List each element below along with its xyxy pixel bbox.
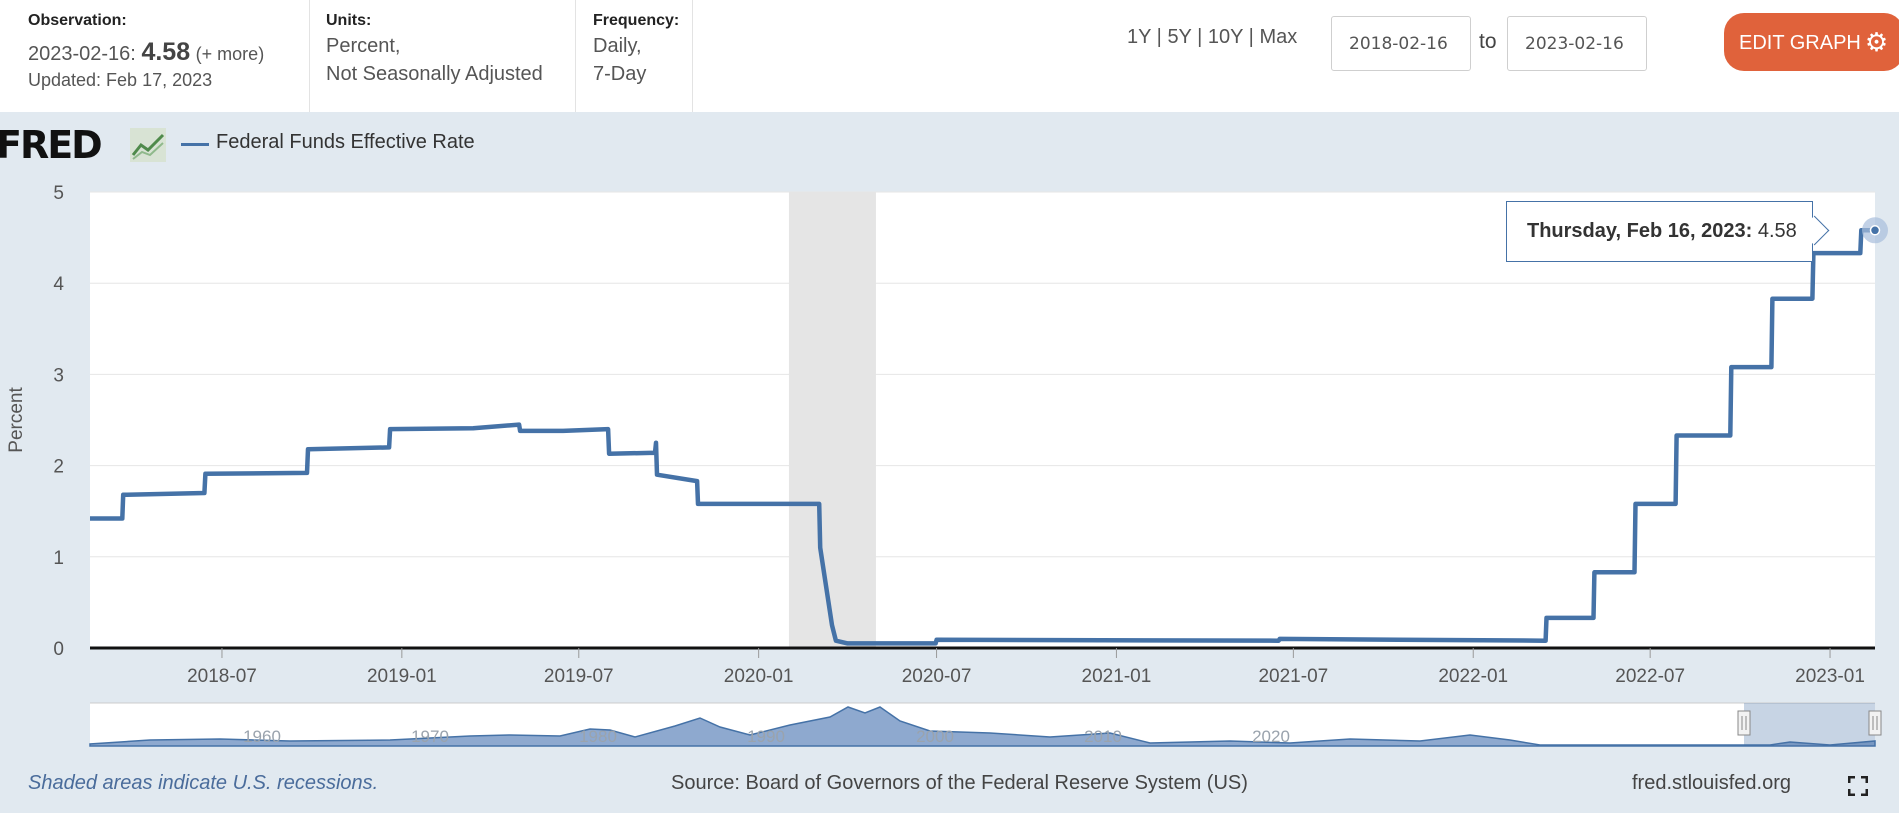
range-1y-link[interactable]: 1Y — [1127, 26, 1152, 48]
range-separator: | — [1197, 26, 1203, 48]
gear-icon: ⚙ — [1864, 27, 1889, 57]
y-tick-label: 2 — [53, 457, 64, 478]
legend-series-label: Federal Funds Effective Rate — [216, 131, 475, 153]
units-heading: Units: — [326, 12, 372, 29]
navigator-label: 1990 — [747, 727, 785, 746]
navigator[interactable]: 1960 1970 1980 1990 2000 2010 2020 — [89, 702, 1882, 747]
navigator-label: 2020 — [1252, 727, 1290, 746]
navigator-handle[interactable] — [1868, 710, 1882, 736]
x-tick-label: 2023-01 — [1795, 666, 1865, 687]
to-label: to — [1479, 30, 1497, 53]
units-panel: Units: Percent, Not Seasonally Adjusted — [310, 0, 576, 112]
source-note: Source: Board of Governors of the Federa… — [671, 772, 1248, 794]
units-line2: Not Seasonally Adjusted — [326, 63, 543, 85]
range-separator: | — [1248, 26, 1254, 48]
navigator-handle[interactable] — [1737, 710, 1751, 736]
observation-line: 2023-02-16: 4.58 (+ more) — [28, 38, 264, 67]
y-axis-label: Percent — [6, 387, 27, 453]
fred-logo[interactable]: FRED — [0, 123, 103, 167]
observation-heading: Observation: — [28, 12, 127, 29]
tooltip: Thursday, Feb 16, 2023: 4.58 — [1506, 201, 1830, 262]
grid-lines — [90, 191, 1875, 558]
navigator-label: 1980 — [579, 727, 617, 746]
y-tick-label: 3 — [53, 365, 64, 386]
range-5y-link[interactable]: 5Y — [1167, 26, 1192, 48]
x-axis: 2018-07 2019-01 2019-07 2020-01 2020-07 2021-… — [187, 648, 1865, 687]
x-tick-label: 2020-07 — [902, 666, 972, 687]
navigator-label: 1970 — [411, 727, 449, 746]
plot-background — [90, 192, 1875, 648]
observation-panel: Observation: 2023-02-16: 4.58 (+ more) U… — [0, 0, 310, 112]
more-link[interactable]: (+ more) — [195, 44, 265, 64]
navigator-area — [89, 706, 1876, 747]
y-axis: 0 1 2 3 4 5 — [53, 183, 1875, 660]
frequency-line2: 7-Day — [593, 63, 647, 85]
x-tick-label: 2019-01 — [367, 666, 437, 687]
recession-layer — [788, 192, 876, 648]
x-tick-label: 2021-01 — [1082, 666, 1152, 687]
range-links: 1Y | 5Y | 10Y | Max — [1127, 26, 1297, 49]
navigator-selection[interactable] — [1744, 703, 1875, 746]
x-tick-label: 2022-07 — [1615, 666, 1685, 687]
edit-graph-button[interactable]: EDIT GRAPH ⚙ — [1724, 13, 1899, 71]
start-date-input[interactable]: 2018-02-16 — [1331, 16, 1471, 71]
legend-series-swatch — [181, 143, 209, 146]
tooltip-date: Thursday, Feb 16, 2023: — [1527, 220, 1753, 242]
navigator-label: 2010 — [1084, 727, 1122, 746]
frequency-heading: Frequency: — [593, 12, 680, 29]
fullscreen-icon[interactable] — [1848, 776, 1868, 796]
plot-area — [90, 192, 1875, 648]
y-tick-label: 5 — [53, 183, 64, 204]
hover-point — [1869, 225, 1881, 236]
range-separator: | — [1156, 26, 1162, 48]
frequency-line1: Daily, — [593, 35, 642, 57]
tooltip-value: 4.58 — [1757, 220, 1797, 242]
observation-value: 4.58 — [141, 38, 191, 66]
observation-date: 2023-02-16: — [28, 43, 136, 65]
navigator-label: 2000 — [916, 727, 954, 746]
range-10y-link[interactable]: 10Y — [1207, 26, 1244, 48]
y-tick-label: 1 — [53, 548, 64, 569]
units-line1: Percent, — [326, 35, 401, 57]
y-tick-label: 4 — [53, 274, 64, 295]
x-tick-label: 2018-07 — [187, 666, 257, 687]
range-max-link[interactable]: Max — [1259, 26, 1298, 48]
recession-note: Shaded areas indicate U.S. recessions. — [28, 772, 379, 794]
x-tick-label: 2020-01 — [724, 666, 794, 687]
updated-date: Updated: Feb 17, 2023 — [28, 70, 213, 90]
navigator-label: 1960 — [243, 727, 281, 746]
frequency-panel: Frequency: Daily, 7-Day — [576, 0, 693, 112]
x-tick-label: 2019-07 — [544, 666, 614, 687]
series-line — [90, 228, 1875, 646]
fred-chart-logo-icon — [130, 128, 166, 162]
x-tick-label: 2021-07 — [1258, 666, 1328, 687]
series-layer — [90, 217, 1888, 646]
y-tick-label: 0 — [53, 639, 64, 660]
end-date-input[interactable]: 2023-02-16 — [1507, 16, 1647, 71]
site-link[interactable]: fred.stlouisfed.org — [1632, 772, 1791, 794]
top-bar: Observation: 2023-02-16: 4.58 (+ more) U… — [0, 0, 1899, 112]
x-tick-label: 2022-01 — [1438, 666, 1508, 687]
chart: 0 1 2 3 4 5 2018-07 2019-01 2019-07 2020-01 2020-… — [6, 183, 1888, 747]
edit-graph-label: EDIT GRAPH — [1739, 32, 1861, 54]
recession-band — [788, 192, 876, 648]
